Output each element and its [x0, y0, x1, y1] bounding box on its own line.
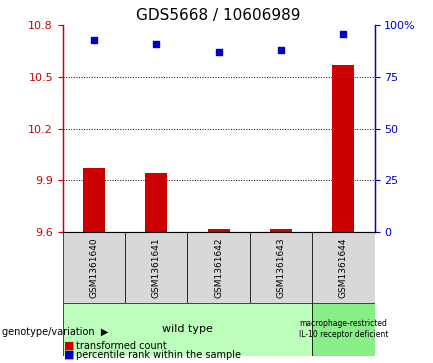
- Bar: [270, 229, 292, 232]
- Text: macrophage-restricted
IL-10 receptor deficient: macrophage-restricted IL-10 receptor def…: [299, 319, 388, 339]
- Bar: [312, 303, 375, 356]
- Bar: [312, 232, 375, 303]
- Bar: [63, 303, 312, 356]
- Text: percentile rank within the sample: percentile rank within the sample: [76, 350, 241, 360]
- Text: GSM1361640: GSM1361640: [90, 237, 98, 298]
- Bar: [63, 232, 125, 303]
- Bar: [187, 232, 250, 303]
- Text: genotype/variation  ▶: genotype/variation ▶: [2, 327, 109, 337]
- Text: ■: ■: [64, 340, 74, 351]
- Bar: [83, 168, 105, 232]
- Bar: [145, 174, 167, 232]
- Bar: [250, 232, 312, 303]
- Text: transformed count: transformed count: [76, 340, 167, 351]
- Text: ■: ■: [64, 350, 74, 360]
- Point: [153, 41, 160, 47]
- Text: GSM1361642: GSM1361642: [214, 237, 223, 298]
- Point: [278, 47, 284, 53]
- Bar: [208, 229, 229, 232]
- Point: [215, 49, 222, 55]
- Point: [340, 31, 347, 37]
- Title: GDS5668 / 10606989: GDS5668 / 10606989: [136, 8, 301, 23]
- Text: GSM1361641: GSM1361641: [152, 237, 161, 298]
- Bar: [125, 232, 187, 303]
- Bar: [333, 65, 354, 232]
- Text: wild type: wild type: [162, 324, 213, 334]
- Point: [90, 37, 97, 43]
- Text: GSM1361644: GSM1361644: [339, 237, 348, 298]
- Text: GSM1361643: GSM1361643: [277, 237, 285, 298]
